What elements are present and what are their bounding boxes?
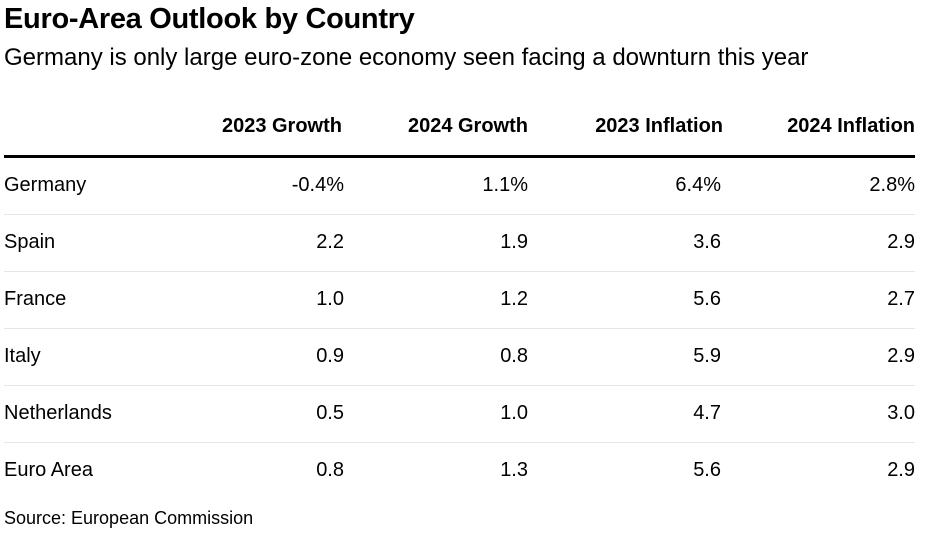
table-cell: 2.2 (316, 231, 344, 253)
column-header-2023-growth: 2023 Growth (221, 115, 342, 137)
outlook-table: 2023 Growth 2024 Growth 2023 Inflation 2… (4, 102, 915, 499)
table-cell: 3.6 (693, 231, 721, 253)
table-cell: 0.5 (316, 402, 344, 424)
table-cell: 0.8 (500, 345, 528, 367)
chart-subtitle: Germany is only large euro-zone economy … (4, 44, 809, 71)
table-row: Italy 0.9 0.8 5.9 2.9 (4, 329, 915, 386)
table-cell: 6.4% (675, 174, 721, 196)
table-cell: 1.3 (500, 459, 528, 481)
column-header-2024-inflation: 2024 Inflation (787, 115, 915, 137)
table-cell: 0.8 (316, 459, 344, 481)
table-cell: 1.0 (316, 288, 344, 310)
table-cell: 2.7 (887, 288, 915, 310)
table-cell: 0.9 (316, 345, 344, 367)
table-cell: 2.9 (887, 231, 915, 253)
table-cell: 1.2 (500, 288, 528, 310)
table-cell: 1.0 (500, 402, 528, 424)
column-header-2023-inflation: 2023 Inflation (595, 115, 723, 137)
table-row: Spain 2.2 1.9 3.6 2.9 (4, 215, 915, 272)
table-cell: 1.9 (500, 231, 528, 253)
table-cell: 1.1% (482, 174, 528, 196)
table-cell: -0.4% (291, 174, 344, 196)
table-cell: 4.7 (693, 402, 721, 424)
table-cell: 5.6 (693, 459, 721, 481)
table-cell: 2.8% (869, 174, 915, 196)
table-row: Germany -0.4% 1.1% 6.4% 2.8% (4, 158, 915, 215)
column-header-2024-growth: 2024 Growth (407, 115, 528, 137)
source-note: Source: European Commission (4, 508, 254, 528)
table-row: France 1.0 1.2 5.6 2.7 (4, 272, 915, 329)
row-label: Netherlands (4, 402, 112, 424)
row-label: Spain (4, 231, 56, 253)
table-cell: 5.9 (693, 345, 721, 367)
table-cell: 2.9 (887, 459, 915, 481)
table-cell: 2.9 (887, 345, 915, 367)
row-label: Italy (4, 345, 41, 367)
chart-title: Euro-Area Outlook by Country (4, 3, 415, 35)
row-label: Germany (4, 174, 87, 196)
row-label: France (4, 288, 67, 310)
table-cell: 3.0 (887, 402, 915, 424)
row-label: Euro Area (4, 459, 93, 481)
table-header-row: 2023 Growth 2024 Growth 2023 Inflation 2… (4, 102, 915, 158)
table-row: Netherlands 0.5 1.0 4.7 3.0 (4, 386, 915, 443)
table-cell: 5.6 (693, 288, 721, 310)
table-row: Euro Area 0.8 1.3 5.6 2.9 (4, 443, 915, 499)
